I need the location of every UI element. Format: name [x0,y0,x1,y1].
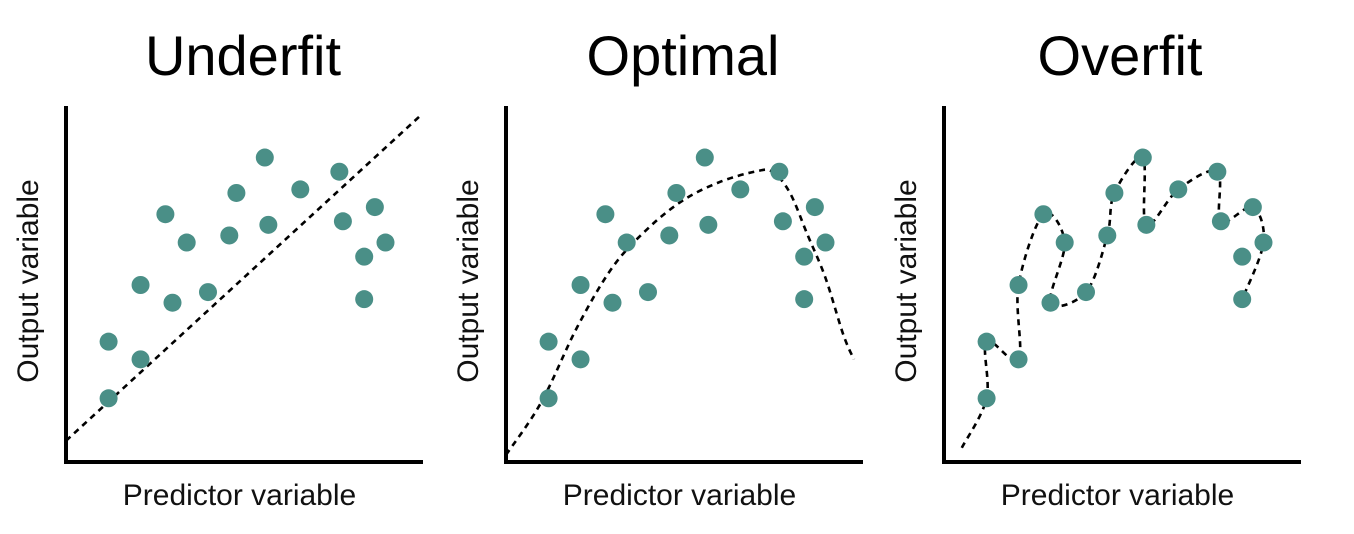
data-point [1169,180,1188,199]
chart-title: Overfit [1038,24,1203,87]
data-point [1137,215,1156,234]
data-point [1254,233,1273,252]
data-point [220,226,239,245]
data-point [131,350,150,369]
data-point [1009,276,1028,294]
data-point [163,293,182,312]
data-point [770,162,789,181]
data-point [1233,247,1252,266]
data-point [773,212,792,231]
y-axis-label: Output variable [890,179,923,382]
fit-curve [504,168,856,456]
data-point [816,233,835,252]
data-point [660,226,679,245]
y-axis-label: Output variable [12,179,45,382]
data-point [199,283,217,302]
data-point [259,215,278,234]
data-point [596,205,615,224]
data-point [1055,233,1074,252]
data-point [365,198,384,217]
data-point [1098,226,1117,245]
data-point [617,233,636,252]
data-point [291,180,310,199]
chart-panel-underfit: Underfit Predictor variable Output variabl… [12,24,423,512]
data-point [695,148,714,167]
data-point [355,290,374,309]
chart-panel-overfit: Overfit Predictor variable Output variable [890,24,1301,512]
data-point [571,350,590,369]
data-point [1077,283,1095,302]
data-point [330,162,349,181]
data-point [376,233,395,252]
chart-title: Underfit [145,24,342,87]
data-point [177,233,196,252]
data-point [977,389,996,408]
data-point [977,332,996,351]
data-point [333,212,352,231]
data-point [639,283,657,302]
data-point [1208,162,1227,181]
data-point [131,276,150,294]
x-axis-label: Predictor variable [1001,479,1234,512]
data-point [255,148,274,167]
chart-title: Optimal [587,24,780,87]
data-point [156,205,175,224]
data-point [603,293,622,312]
data-point [699,215,718,234]
data-point [795,247,814,266]
y-axis-label: Output variable [452,179,485,382]
data-point [99,389,118,408]
data-point [1034,205,1053,224]
data-point [1211,212,1230,231]
chart-panel-optimal: Optimal Predictor variable Output variable [452,24,863,512]
data-point [1009,350,1028,369]
data-point [795,290,814,309]
data-point [1243,198,1262,217]
data-point [539,389,558,408]
data-point [1233,290,1252,309]
data-point [571,276,590,294]
x-axis-label: Predictor variable [563,479,796,512]
data-point [99,332,118,351]
data-point [805,198,824,217]
data-point [539,332,558,351]
data-point [355,247,374,266]
data-point [667,183,686,202]
data-point [1105,183,1124,202]
data-point [227,183,246,202]
data-point [1133,148,1152,167]
data-point [731,180,750,199]
fit-curve [65,114,422,442]
x-axis-label: Predictor variable [123,479,356,512]
data-point [1041,293,1060,312]
